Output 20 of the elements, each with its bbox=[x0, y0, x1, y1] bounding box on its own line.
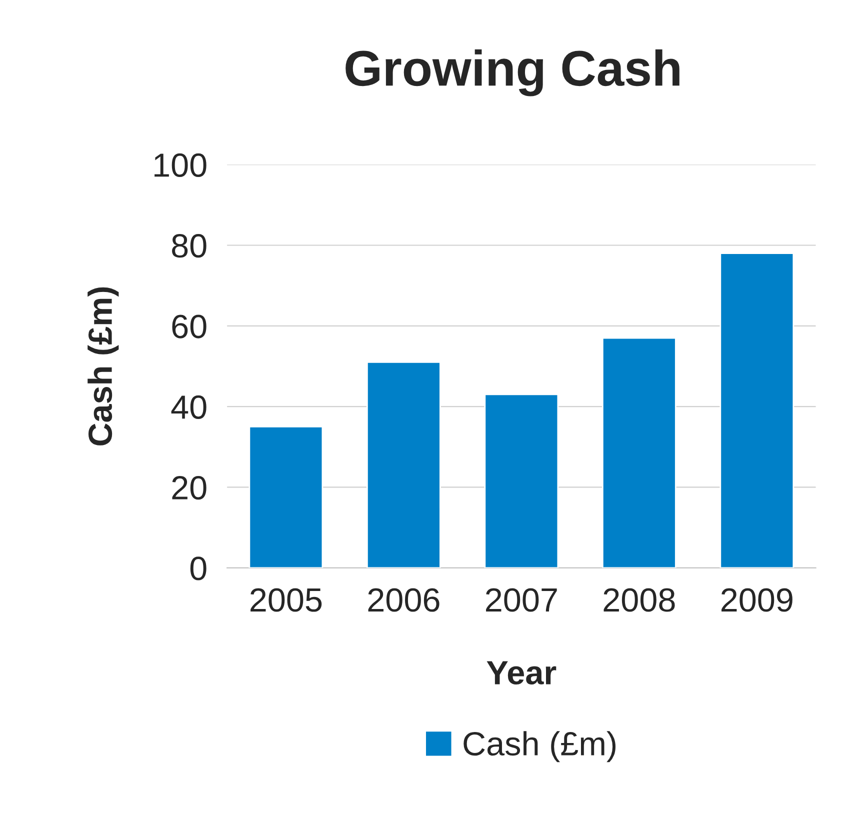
bar bbox=[720, 252, 794, 568]
y-tick-label: 40 bbox=[171, 395, 206, 419]
y-axis-title: Cash (£m) bbox=[88, 287, 119, 446]
legend-label: Cash (£m) bbox=[464, 731, 616, 762]
y-tick-label: 20 bbox=[172, 476, 206, 500]
x-tick-label: 2006 bbox=[368, 588, 440, 612]
x-axis-title: Year bbox=[486, 661, 556, 685]
bar bbox=[366, 362, 441, 568]
y-tick-label: 60 bbox=[172, 314, 206, 338]
x-tick-label: 2008 bbox=[604, 588, 675, 612]
x-tick-label: 2005 bbox=[250, 588, 322, 612]
bar bbox=[248, 426, 324, 568]
chart-title: Growing Cash bbox=[346, 49, 680, 96]
x-tick-label: 2007 bbox=[486, 588, 557, 612]
y-tick-label: 0 bbox=[190, 556, 206, 580]
y-tick-label: 100 bbox=[154, 153, 206, 178]
y-tick-label: 80 bbox=[172, 234, 206, 258]
bar bbox=[602, 337, 676, 568]
bar bbox=[484, 394, 559, 568]
x-tick-label: 2009 bbox=[722, 588, 792, 612]
